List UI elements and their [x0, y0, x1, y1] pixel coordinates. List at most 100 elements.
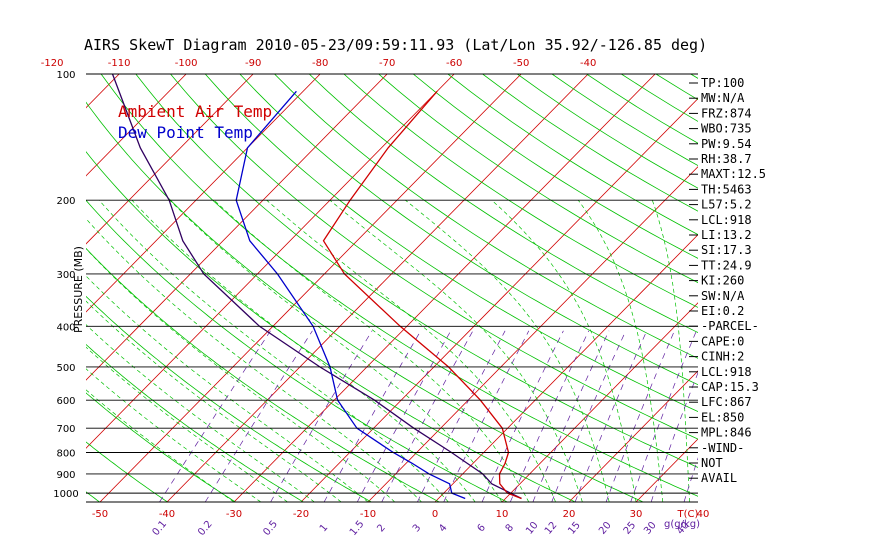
moist-adiabat-line: [329, 199, 583, 502]
pressure-tick-label: 100: [56, 70, 75, 81]
index-entry: TT:24.9: [701, 258, 752, 272]
dry-adiabat-line: [412, 74, 698, 259]
moist-adiabat-line: [86, 324, 315, 502]
top-temp-tick-label: -60: [446, 58, 462, 69]
dry-adiabat-line: [86, 392, 236, 502]
dewpoint-trace: [235, 90, 466, 500]
dry-adiabat-line: [135, 74, 698, 468]
top-temp-tick-label: -70: [379, 58, 395, 69]
mixing-ratio-line: [630, 330, 697, 502]
mixing-ratio-line: [159, 330, 271, 502]
isotherm-line: [86, 74, 254, 245]
index-entry: LFC:867: [701, 395, 752, 409]
mixing-ratio-unit-label: g(g/kg): [664, 519, 700, 530]
index-entry: PW:9.54: [701, 137, 752, 151]
pressure-tick-label: 500: [56, 363, 75, 374]
pressure-tick-label: 600: [56, 396, 75, 407]
isotherm-line: [86, 74, 388, 381]
isotherm-line: [837, 74, 870, 502]
temp-tick-label: 10: [496, 509, 509, 520]
dry-adiabat-line: [86, 199, 508, 502]
temp-tick-label: 40: [697, 509, 710, 520]
mixing-ratio-line: [356, 330, 452, 502]
mixing-ratio-label: 10: [524, 520, 541, 537]
index-entry: CAPE:0: [701, 334, 744, 348]
pressure-tick-label: 900: [56, 470, 75, 481]
dry-adiabat-line: [655, 74, 698, 101]
dry-adiabat-line: [239, 74, 698, 386]
isotherm-line: [568, 370, 698, 502]
isotherm-line: [635, 438, 698, 502]
isotherm-line: [86, 74, 187, 177]
isotherm-line: [233, 74, 656, 502]
index-entry: MW:N/A: [701, 91, 745, 105]
moist-adiabat-line: [131, 199, 476, 502]
index-entry: EI:0.2: [701, 304, 744, 318]
isotherm-line: [86, 74, 120, 109]
mixing-ratio-label: 30: [642, 520, 659, 537]
temp-tick-label: -20: [293, 509, 309, 520]
index-entry: FRZ:874: [701, 106, 752, 120]
temp-tick-label: -50: [92, 509, 108, 520]
index-entry: RH:38.7: [701, 152, 752, 166]
dry-adiabat-line: [0, 74, 32, 502]
mixing-ratio-line: [650, 371, 698, 502]
temp-tick-label: 30: [630, 509, 643, 520]
isotherm-line: [0, 74, 52, 502]
dry-adiabat-line: [86, 441, 168, 502]
dry-adiabat-line: [86, 101, 644, 502]
temperature-trace: [322, 90, 522, 500]
mixing-ratio-line: [532, 330, 610, 502]
pressure-tick-label: 800: [56, 449, 75, 460]
moist-adiabat-line: [266, 199, 556, 502]
pressure-tick-label: 200: [56, 196, 75, 207]
isotherm-line: [434, 234, 698, 502]
y-axis-label: PRESSURE (MB): [72, 246, 85, 333]
mixing-ratio-label: 20: [597, 520, 614, 537]
mixing-ratio-label: 15: [566, 520, 583, 537]
isotherm-line: [99, 74, 522, 502]
dry-adiabat-line: [86, 295, 372, 502]
temp-tick-label: -40: [159, 509, 175, 520]
legend-dew: Dew Point Temp: [118, 123, 253, 142]
index-entry: TP:100: [701, 76, 744, 90]
moist-adiabat-line: [86, 218, 422, 502]
index-entry: SW:N/A: [701, 289, 745, 303]
moist-adiabat-line: [491, 199, 637, 502]
mixing-ratio-label: 0.2: [196, 519, 215, 538]
top-temp-tick-label: -110: [108, 58, 131, 69]
dry-adiabat-line: [378, 74, 698, 284]
moist-adiabat-line: [86, 389, 235, 502]
mixing-ratio-label: 8: [504, 522, 517, 534]
isotherm-line: [501, 302, 698, 502]
top-temp-tick-label: -80: [312, 58, 328, 69]
isotherm-line: [367, 166, 698, 502]
dry-adiabat-line: [274, 74, 698, 359]
mixing-ratio-label: 3: [411, 522, 424, 534]
temp-tick-label: 0: [432, 509, 438, 520]
top-temp-tick-label: -50: [513, 58, 529, 69]
moist-adiabat-line: [86, 248, 396, 502]
dry-adiabat-line: [86, 247, 440, 502]
dry-adiabat-line: [86, 343, 304, 502]
index-entry: EL:850: [701, 410, 744, 424]
dry-adiabat-line: [343, 74, 698, 308]
pressure-tick-label: 300: [56, 270, 75, 281]
index-entry: L57:5.2: [701, 198, 752, 212]
dry-adiabat-line: [170, 74, 698, 440]
temp-tick-label: -10: [360, 509, 376, 520]
legend-temp: Ambient Air Temp: [118, 102, 272, 121]
mixing-ratio-line: [574, 330, 648, 502]
moist-adiabat-line: [169, 199, 503, 502]
mixing-ratio-line: [204, 330, 313, 502]
isotherm-line: [770, 74, 870, 502]
dry-adiabat-line: [204, 74, 698, 413]
index-entry: WBO:735: [701, 122, 752, 136]
index-entry: CINH:2: [701, 350, 744, 364]
top-temp-tick-label: -90: [245, 58, 261, 69]
index-entry: LCL:918: [701, 365, 752, 379]
index-entry: TH:5463: [701, 182, 752, 196]
index-entry: AVAIL: [701, 471, 737, 485]
